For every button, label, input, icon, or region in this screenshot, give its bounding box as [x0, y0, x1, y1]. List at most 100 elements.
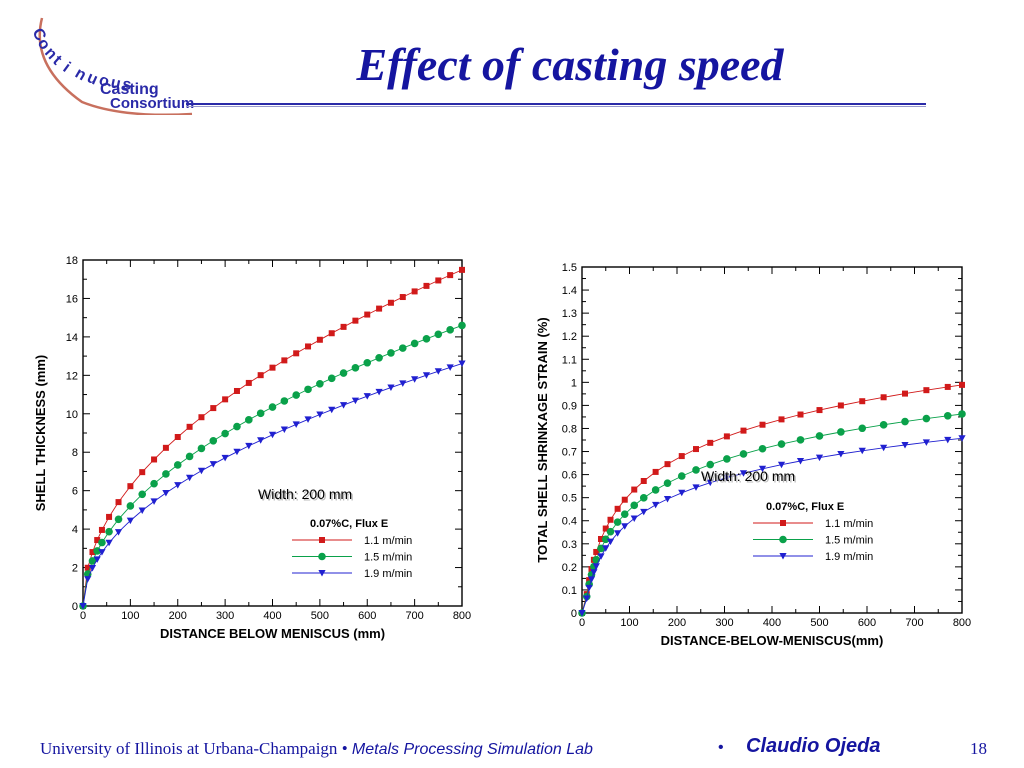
data-point	[304, 385, 312, 394]
y-tick-label: 6	[72, 486, 78, 498]
data-point	[922, 414, 931, 423]
data-point	[944, 383, 951, 390]
data-point	[209, 437, 218, 445]
data-point	[197, 467, 206, 475]
x-tick-label: 500	[311, 610, 329, 622]
data-point	[233, 448, 241, 456]
y-tick-label: 16	[66, 293, 78, 305]
data-point	[186, 423, 193, 430]
data-point	[93, 556, 101, 563]
y-axis-label: TOTAL SHELL SHRINKAGE STRAIN (%)	[535, 317, 550, 562]
y-tick-label: 0.3	[562, 539, 577, 551]
data-point	[943, 411, 952, 420]
data-point	[268, 403, 277, 411]
data-point	[639, 494, 648, 502]
data-point	[105, 539, 113, 547]
data-point	[245, 416, 253, 424]
y-axis-label: SHELL THICKNESS (mm)	[33, 355, 48, 512]
y-tick-label: 0.8	[562, 423, 577, 435]
data-point	[127, 483, 134, 490]
data-point	[706, 460, 715, 469]
data-point	[601, 535, 610, 544]
x-tick-label: 200	[668, 617, 686, 629]
legend-marker	[318, 552, 326, 561]
data-point	[209, 461, 217, 468]
title-underline-shadow	[186, 106, 926, 107]
data-point	[233, 422, 241, 431]
annotation-width: Width: 200 mm	[701, 468, 795, 484]
data-point	[447, 272, 454, 279]
x-tick-label: 300	[216, 610, 234, 622]
data-point	[79, 603, 87, 610]
data-point	[631, 486, 638, 493]
data-point	[640, 478, 647, 485]
x-axis-label: DISTANCE BELOW MENISCUS (mm)	[160, 626, 385, 641]
data-point	[879, 421, 888, 429]
data-point	[815, 432, 824, 440]
data-point	[796, 436, 805, 444]
data-point	[327, 374, 336, 383]
data-point	[796, 457, 805, 465]
footer-university-line: University of Illinois at Urbana-Champai…	[40, 739, 593, 759]
data-point	[597, 553, 605, 560]
data-point	[587, 576, 596, 583]
data-point	[678, 489, 686, 497]
data-point	[351, 397, 360, 405]
data-point	[375, 388, 383, 396]
data-point	[739, 450, 748, 458]
data-point	[959, 381, 965, 388]
data-point	[422, 372, 431, 379]
series-1-9-m-min	[79, 360, 466, 610]
x-tick-label: 100	[620, 617, 638, 629]
x-tick-label: 0	[579, 617, 585, 629]
y-tick-label: 0	[571, 608, 577, 620]
legend-label: 1.5 m/min	[825, 535, 873, 547]
y-tick-label: 1.2	[562, 331, 577, 343]
y-tick-label: 0.9	[562, 400, 577, 412]
data-point	[316, 336, 323, 343]
data-point	[663, 479, 672, 487]
data-point	[606, 527, 615, 536]
shell-thickness-chart: 0 100 200 300 400 500 600 700 800 0 2 4 6 8 10 12 14 16 18…	[33, 255, 471, 641]
data-point	[398, 344, 407, 352]
data-point	[126, 517, 134, 525]
data-point	[740, 427, 747, 434]
data-point	[901, 417, 909, 426]
data-point	[614, 530, 622, 537]
data-point	[114, 515, 123, 524]
y-tick-label: 2	[72, 563, 78, 575]
data-point	[126, 502, 135, 510]
data-point	[607, 516, 614, 523]
data-point	[89, 549, 96, 556]
data-point	[339, 402, 348, 409]
data-point	[958, 435, 966, 442]
title-underline	[186, 103, 926, 105]
data-point	[777, 461, 786, 469]
logo-letter: u	[109, 74, 122, 93]
data-point	[586, 577, 593, 584]
data-point	[621, 523, 629, 530]
x-tick-label: 700	[905, 617, 923, 629]
data-point	[620, 510, 629, 518]
legend-marker	[779, 553, 787, 560]
data-point	[723, 455, 731, 463]
legend-marker	[319, 537, 325, 543]
data-point	[138, 490, 147, 499]
logo-line-2: Casting	[100, 81, 159, 98]
data-point	[352, 317, 359, 324]
footer-separator-2: •	[718, 739, 724, 756]
data-point	[640, 508, 648, 516]
data-point	[614, 505, 621, 512]
data-point	[185, 474, 194, 482]
data-point	[281, 357, 288, 364]
data-point	[316, 379, 324, 388]
data-point	[677, 472, 686, 480]
data-point	[84, 564, 91, 571]
data-point	[458, 321, 466, 330]
data-point	[280, 397, 289, 405]
y-tick-label: 1	[571, 377, 577, 389]
x-tick-label: 0	[80, 610, 86, 622]
data-point	[880, 394, 887, 401]
data-point	[210, 405, 217, 412]
data-point	[105, 527, 113, 536]
